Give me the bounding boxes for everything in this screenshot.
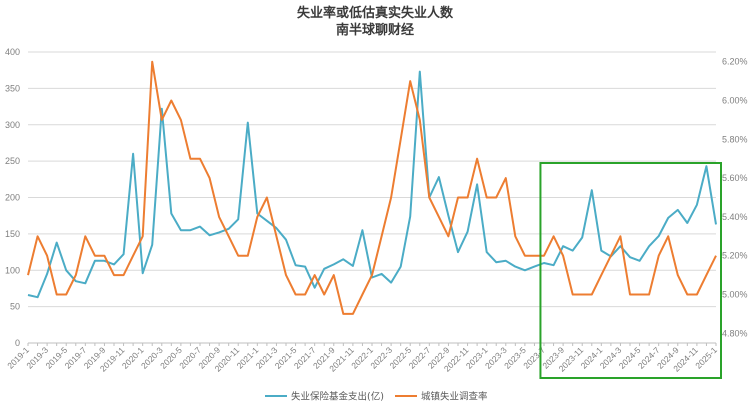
series-layer xyxy=(27,60,717,315)
right-tick-label: 5.00% xyxy=(722,290,748,300)
left-tick-label: 0 xyxy=(15,338,20,348)
left-tick-label: 400 xyxy=(5,47,20,57)
left-tick-label: 100 xyxy=(5,265,20,275)
highlight-box-layer xyxy=(539,162,723,379)
left-tick-label: 350 xyxy=(5,83,20,93)
series-line-2 xyxy=(27,60,717,315)
grid xyxy=(28,51,716,344)
left-axis: 0 50 100 150 200 250 300 350 400 xyxy=(5,47,20,348)
right-tick-label: 4.80% xyxy=(722,328,748,338)
x-axis: 2019-12019-32019-52019-72019-92019-11202… xyxy=(5,343,719,374)
right-tick-label: 5.60% xyxy=(722,173,748,183)
chart-title: 失业率或低估真实失业人数 xyxy=(297,5,454,21)
chart-subtitle: 南半球聊财经 xyxy=(336,22,414,38)
left-tick-label: 250 xyxy=(5,156,20,166)
right-tick-label: 5.40% xyxy=(722,212,748,222)
right-tick-label: 6.20% xyxy=(722,57,748,67)
highlight-box xyxy=(539,162,723,379)
x-tick-label: 2025-1 xyxy=(693,345,719,371)
right-tick-label: 6.00% xyxy=(722,96,748,106)
legend: 失业保险基金支出(亿) 城镇失业调查率 xyxy=(265,391,488,403)
left-tick-label: 300 xyxy=(5,120,20,130)
legend-label-series-1: 失业保险基金支出(亿) xyxy=(291,391,384,403)
right-axis: 4.80% 5.00% 5.20% 5.40% 5.60% 5.80% 6.00% 6.20% xyxy=(722,57,748,339)
right-tick-label: 5.20% xyxy=(722,251,748,261)
series-line-1 xyxy=(27,70,717,299)
left-tick-label: 150 xyxy=(5,229,20,239)
left-tick-label: 200 xyxy=(5,193,20,203)
right-tick-label: 5.80% xyxy=(722,134,748,144)
left-tick-label: 50 xyxy=(10,302,20,312)
legend-label-series-2: 城镇失业调查率 xyxy=(421,391,488,403)
